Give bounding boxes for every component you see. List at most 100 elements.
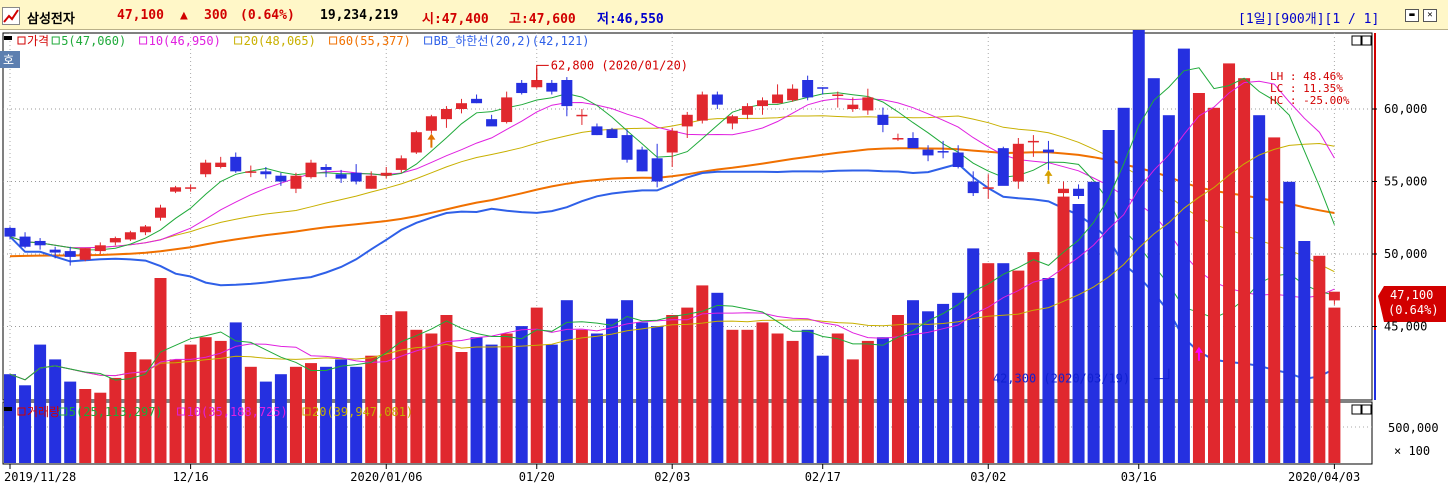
candle-body [952, 152, 964, 167]
candle-body [365, 175, 377, 189]
volume-bar [154, 278, 167, 463]
volume-bar [907, 300, 919, 463]
volume-bar [335, 359, 348, 463]
volume-bar [274, 374, 287, 463]
candle-body [34, 240, 46, 246]
volume-bar [1253, 115, 1266, 463]
change-arrow-icon: ▲ [180, 8, 188, 23]
candle-body [170, 187, 182, 192]
minimize-button[interactable]: ▬ [1405, 9, 1419, 22]
legend-checkbox-icon [177, 407, 186, 416]
volume-unit-label: × 100 [1394, 444, 1430, 458]
volume-bar [621, 300, 634, 463]
volume-bar [636, 322, 649, 463]
high-pointer [536, 64, 549, 81]
candle-body [185, 187, 197, 189]
candle-body [1328, 291, 1340, 301]
current-price: 47,100 [117, 8, 164, 23]
volume-bar [545, 344, 558, 463]
volume-bar [696, 285, 709, 463]
volume-bar [455, 352, 468, 463]
volume-bar [184, 344, 197, 463]
legend-label: 20(39,947,081) [312, 405, 413, 419]
candle-body [636, 149, 648, 172]
volume-bar [967, 248, 980, 463]
high-price-label: 62,800 (2020/01/20) [551, 58, 688, 72]
candle-body [471, 98, 483, 104]
candle-body [155, 207, 166, 218]
candle-body [967, 181, 979, 194]
pane-control-icon [1351, 35, 1362, 46]
candle-body [19, 236, 31, 247]
legend-label: 5(25,113,297) [69, 405, 163, 419]
volume-bar [937, 303, 950, 463]
close-button[interactable]: ✕ [1423, 9, 1437, 22]
candle-body [290, 175, 302, 189]
vol-ma10-line [9, 80, 1335, 381]
candle-body [606, 129, 618, 138]
candle-body [1073, 188, 1085, 196]
signal-arrow-icon [427, 133, 436, 148]
volume-bar [380, 315, 393, 463]
volume-bar [1238, 78, 1251, 463]
volume-bar [500, 333, 513, 463]
volume-bar [440, 315, 453, 463]
candle-body [847, 104, 859, 109]
candle-body [817, 87, 829, 89]
candle-body [425, 116, 437, 131]
period-selector[interactable]: [1일][900개][1 / 1] [1238, 12, 1380, 27]
volume-bar [1328, 307, 1341, 463]
stock-chart-area[interactable]: 62,800 (2020/01/20) 42,300 (2020/03/19) LH… [0, 30, 1448, 499]
candle-body [486, 119, 498, 127]
volume-bar [1102, 130, 1115, 463]
candle-body [1012, 143, 1024, 182]
candle-body [576, 114, 588, 117]
volume-bar [681, 307, 694, 463]
candle-body [124, 232, 136, 240]
volume-bar [124, 352, 137, 463]
volume-bar [259, 381, 272, 463]
legend-label: 60(55,377) [339, 34, 411, 48]
candle-body [531, 80, 543, 88]
candle-body [666, 130, 678, 153]
volume-bar [997, 263, 1010, 463]
legend-checkbox-icon [234, 36, 243, 45]
volume-bar [214, 340, 227, 463]
chart-trend-icon[interactable] [2, 7, 20, 25]
volume-bar [139, 359, 152, 463]
candle-body [546, 82, 558, 92]
current-pct-label: (0.64%) [1388, 303, 1439, 317]
volume-bar [651, 326, 664, 463]
candle-body [1042, 149, 1054, 153]
candle-body [892, 138, 904, 140]
candle-body [440, 109, 452, 120]
volume-bar [485, 344, 498, 463]
pane-control-icon [1351, 404, 1362, 415]
low-price: 저:46,550 [597, 12, 664, 27]
candle-body [621, 135, 633, 160]
volume-bar [606, 318, 618, 463]
candle-body [997, 148, 1009, 186]
open-price: 시:47,400 [422, 12, 489, 27]
volume-bar [289, 366, 302, 463]
candle-body [320, 167, 332, 170]
volume-bar [4, 374, 16, 463]
volume-bar [831, 333, 844, 463]
volume-bar [590, 333, 603, 463]
candle-body [757, 100, 768, 107]
candle-body [245, 171, 257, 173]
x-tick-label: 03/02 [970, 470, 1006, 484]
volume-bar [229, 322, 242, 463]
legend-checkbox-icon [329, 36, 338, 45]
low-pointer [1153, 368, 1170, 380]
volume-bar [34, 344, 47, 463]
price-annotations: 62,800 (2020/01/20) 42,300 (2020/03/19) LH… [0, 33, 1446, 400]
volume-bar [801, 329, 814, 463]
legend-checkbox-icon [302, 407, 311, 416]
legend-checkbox-icon [17, 407, 26, 416]
candle-body [772, 94, 784, 104]
volume-bar [169, 359, 182, 463]
volume-value: 19,234,219 [320, 8, 399, 23]
volume-bar [816, 355, 829, 463]
volume-bar [922, 311, 935, 463]
